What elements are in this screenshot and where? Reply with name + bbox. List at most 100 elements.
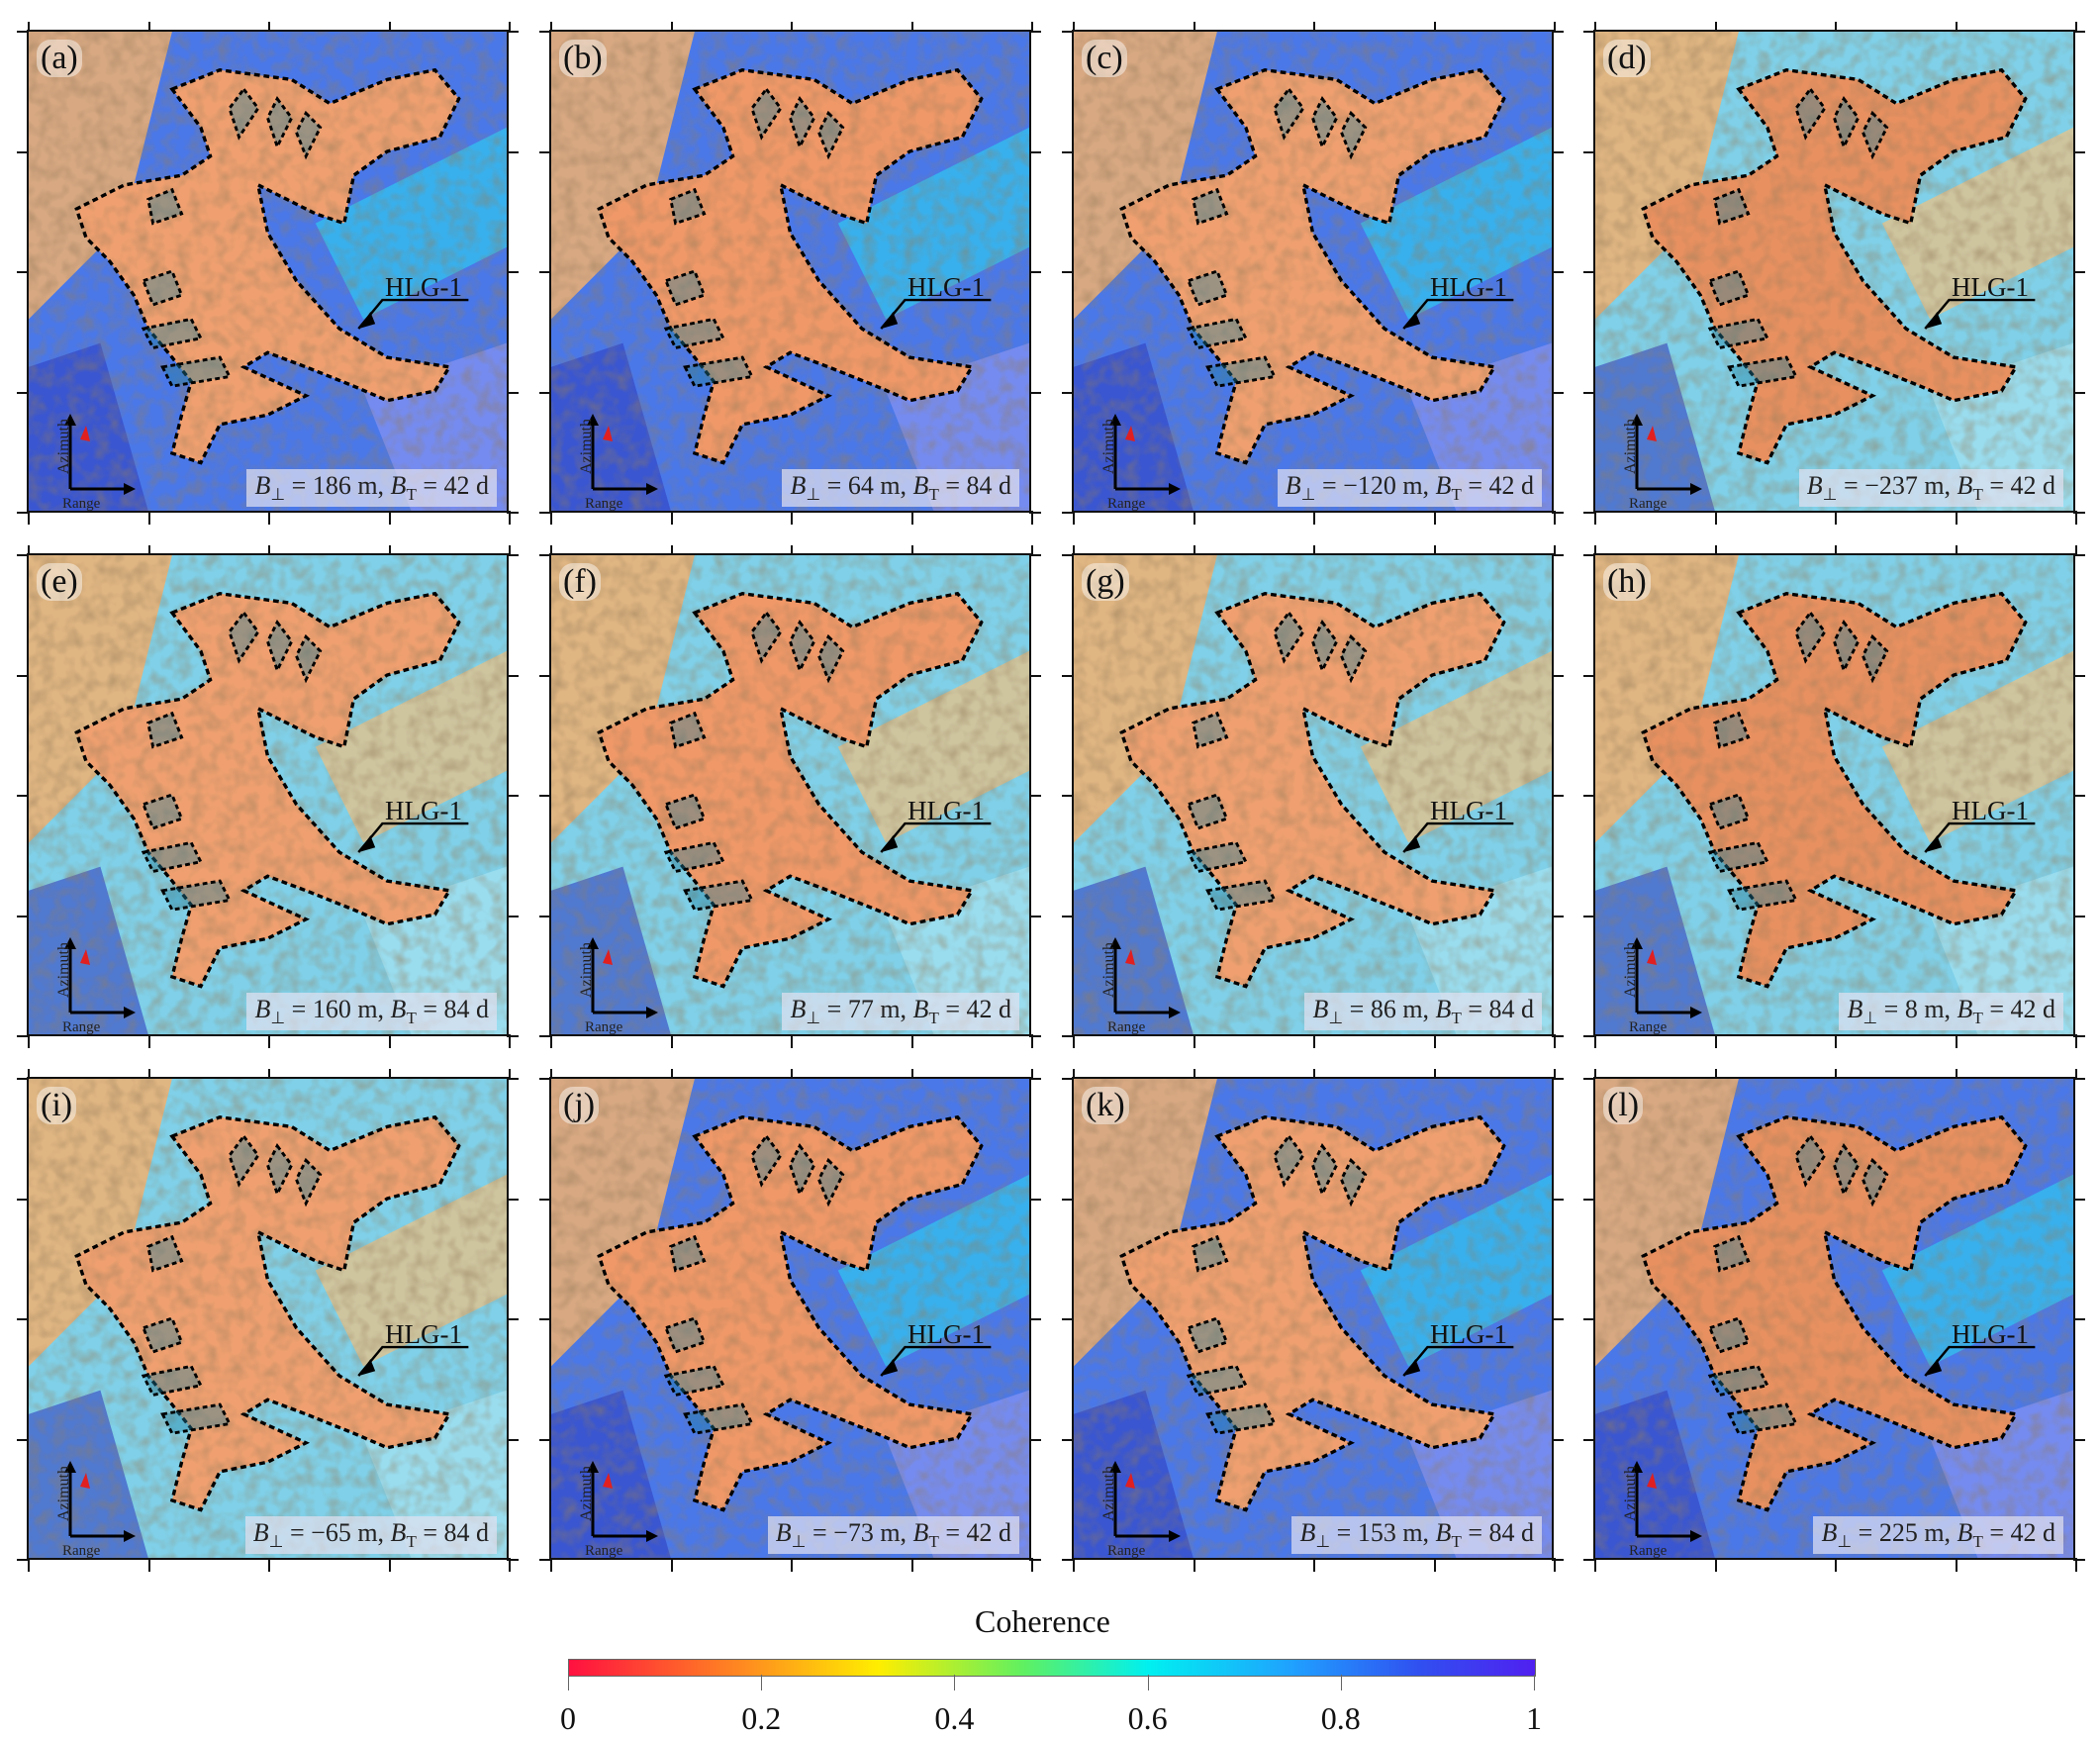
axis-tick — [539, 391, 551, 394]
hlg-arrow-icon — [358, 835, 376, 853]
hlg-arrow-icon — [1925, 835, 1943, 853]
axis-tick — [550, 1069, 552, 1079]
perp-subscript: ⊥ — [1300, 485, 1316, 504]
axis-tick — [1031, 1034, 1033, 1048]
axis-tick — [1554, 545, 1556, 555]
sub-landslide-boundary — [664, 1316, 707, 1354]
panel-label: (d) — [1603, 40, 1651, 77]
sub-landslide-boundary — [142, 793, 184, 830]
baseline-info: B⊥ = −120 m, BT = 42 d — [1277, 468, 1542, 507]
north-arrow-icon — [1125, 426, 1135, 441]
sub-landslide-boundary — [1310, 620, 1339, 674]
axis-tick — [2073, 1438, 2085, 1441]
sub-landslide-boundary — [1339, 110, 1368, 160]
axis-tick — [1835, 545, 1837, 555]
hlg-arrow-icon — [881, 1359, 899, 1377]
axis-tick — [268, 22, 270, 32]
sub-landslide-boundary — [1861, 110, 1889, 160]
axis-tick — [1062, 1035, 1074, 1037]
landslide-boundary — [74, 1114, 461, 1512]
sub-landslide-boundary — [141, 1364, 204, 1398]
bt-symbol: B — [1435, 1517, 1452, 1547]
axis-tick — [1029, 795, 1041, 797]
axis-tick — [1073, 1034, 1075, 1048]
axis-tick — [1029, 1198, 1041, 1201]
axis-tick — [1552, 1559, 1564, 1561]
bperp-value: 64 m — [847, 470, 901, 500]
axis-tick — [791, 1034, 793, 1048]
sub-landslide-boundary — [1707, 317, 1770, 350]
equals: = — [1315, 470, 1344, 500]
range-label: Range — [1629, 496, 1668, 512]
panel-label: (e) — [37, 563, 82, 601]
panel-label: (l) — [1603, 1087, 1644, 1124]
axis-tick — [1583, 271, 1595, 273]
bperp-symbol: B — [1806, 470, 1823, 500]
bt-value: 42 d — [2010, 470, 2056, 500]
panel-label: (i) — [37, 1087, 77, 1124]
panel-label: (a) — [37, 40, 82, 77]
axis-tick — [550, 511, 552, 525]
axis-tick — [539, 150, 551, 153]
bt-symbol: B — [1957, 470, 1973, 500]
hlg-arrow-icon — [1925, 1359, 1943, 1377]
axis-tick — [670, 1034, 673, 1048]
axis-tick — [2075, 1034, 2077, 1048]
axis-tick — [910, 511, 913, 525]
axis-tick — [147, 1558, 150, 1572]
perp-subscript: ⊥ — [1328, 1009, 1344, 1027]
bt-symbol: B — [1435, 470, 1452, 500]
range-label: Range — [1107, 496, 1146, 512]
axis-tick — [1031, 1069, 1033, 1079]
north-arrow-icon — [603, 1473, 613, 1489]
axis-tick — [1433, 511, 1436, 525]
coherence-panel: (c) HLG-1 B⊥ = −120 m, BT = 42 d Azimuth R… — [1062, 22, 1564, 525]
panel-label: (b) — [559, 40, 607, 77]
bperp-symbol: B — [254, 994, 271, 1023]
azimuth-range-arrows-icon — [1631, 414, 1702, 495]
axis-tick — [17, 554, 29, 556]
bt-value: 84 d — [1488, 994, 1535, 1023]
sub-landslide-boundary — [294, 110, 323, 160]
axis-tick — [509, 1034, 511, 1048]
equals: = — [416, 1517, 444, 1547]
geometry-axes: Azimuth Range — [1100, 1457, 1183, 1559]
axis-tick — [28, 1558, 30, 1572]
north-arrow-icon — [80, 949, 90, 965]
axis-tick — [1835, 511, 1837, 525]
azimuth-label: Azimuth — [55, 419, 72, 474]
bperp-value: −237 m — [1864, 470, 1945, 500]
sub-landslide-boundary — [228, 1133, 260, 1188]
axis-tick — [1073, 1069, 1075, 1079]
sub-landslide-boundary — [1310, 96, 1339, 150]
axis-tick — [2073, 1198, 2085, 1201]
equals: = — [1982, 470, 2011, 500]
hlg-label: HLG-1 — [385, 796, 462, 825]
sub-landslide-boundary — [663, 317, 726, 350]
axis-tick — [2073, 512, 2085, 514]
sub-landslide-boundary — [1861, 633, 1889, 684]
sub-landslide-boundary — [1708, 793, 1751, 830]
axis-tick — [507, 674, 519, 677]
equals: = — [820, 994, 848, 1023]
baseline-info: B⊥ = −73 m, BT = 42 d — [767, 1515, 1019, 1554]
axis-tick — [1583, 1559, 1595, 1561]
north-arrow-icon — [1125, 1473, 1135, 1489]
axis-tick — [507, 554, 519, 556]
bperp-symbol: B — [1821, 1517, 1838, 1547]
bt-value: 42 d — [2010, 1517, 2056, 1547]
axis-tick — [1955, 22, 1957, 32]
axis-tick — [1552, 1318, 1564, 1320]
sub-landslide-boundary — [1794, 1133, 1827, 1188]
geometry-axes: Azimuth Range — [55, 933, 138, 1035]
colorbar-tick-label: 1 — [1526, 1700, 1542, 1736]
sub-landslide-boundary — [1187, 269, 1229, 307]
axis-tick — [1433, 1558, 1436, 1572]
equals: = — [938, 470, 967, 500]
axis-tick — [1583, 150, 1595, 153]
sub-landslide-boundary — [1192, 711, 1229, 749]
t-subscript: T — [928, 1009, 939, 1027]
separator: , — [1944, 1517, 1957, 1547]
t-subscript: T — [406, 1009, 417, 1027]
axis-tick — [509, 1558, 511, 1572]
